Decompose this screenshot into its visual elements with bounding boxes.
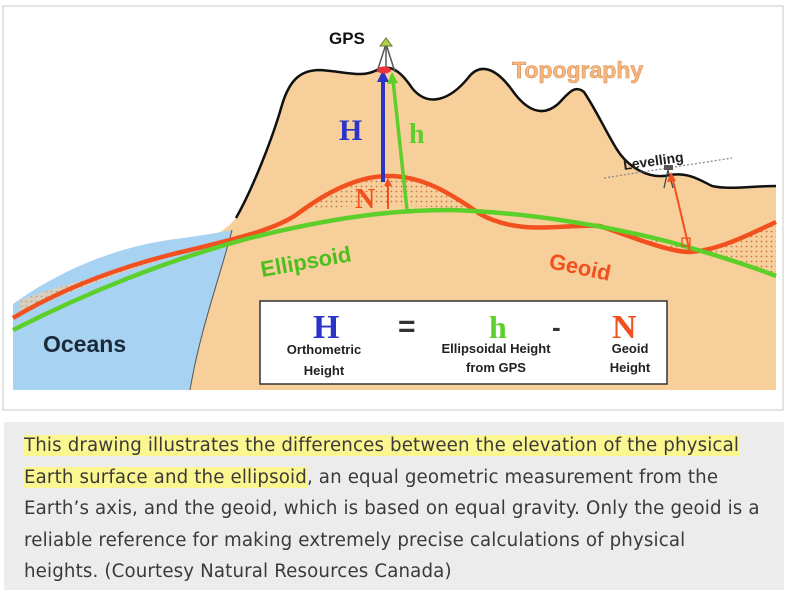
geoid-caption-2: Height (610, 360, 651, 375)
N-label: N (355, 184, 375, 215)
ellipsoidal-height-arrow (391, 79, 409, 211)
figure-caption: This drawing illustrates the differences… (24, 430, 764, 588)
equation-H: H (313, 309, 339, 346)
oceans-label: Oceans (43, 331, 126, 357)
gps-label: GPS (329, 29, 365, 48)
caption-text: , an equal geometric measurement from th… (24, 466, 760, 583)
equation-N: N (612, 309, 637, 346)
geoid-arrowhead-icon (384, 178, 392, 186)
levelling-right-angle (681, 237, 691, 247)
equation-box (259, 300, 668, 385)
orthometric-caption-2: Height (304, 363, 345, 378)
orthometric-arrowhead-icon (377, 70, 389, 82)
ellipsoidal-arrowhead-icon (387, 72, 398, 84)
equation-equals: = (398, 310, 416, 343)
ocean (13, 230, 232, 390)
caption-box: This drawing illustrates the differences… (4, 422, 784, 590)
levelling-height-arrow (671, 175, 691, 253)
topography-label: Topography (512, 57, 643, 83)
equation-h: h (489, 309, 507, 345)
H-label: H (339, 114, 362, 147)
ellipsoidal-caption-2: from GPS (466, 360, 526, 375)
geoid-line (11, 173, 777, 320)
h-label: h (409, 119, 425, 150)
levelling-arrowhead-icon (667, 172, 676, 182)
orthometric-caption-1: Orthometric (287, 342, 361, 357)
ellipsoidal-caption-1: Ellipsoidal Height (441, 341, 551, 356)
geoid-diagram: GPS Topography Levelling Ellipsoid Geoid… (2, 5, 784, 411)
geoid-caption-1: Geoid (612, 341, 649, 356)
gps-receiver-icon (376, 37, 396, 74)
equation-minus: - (552, 312, 561, 342)
